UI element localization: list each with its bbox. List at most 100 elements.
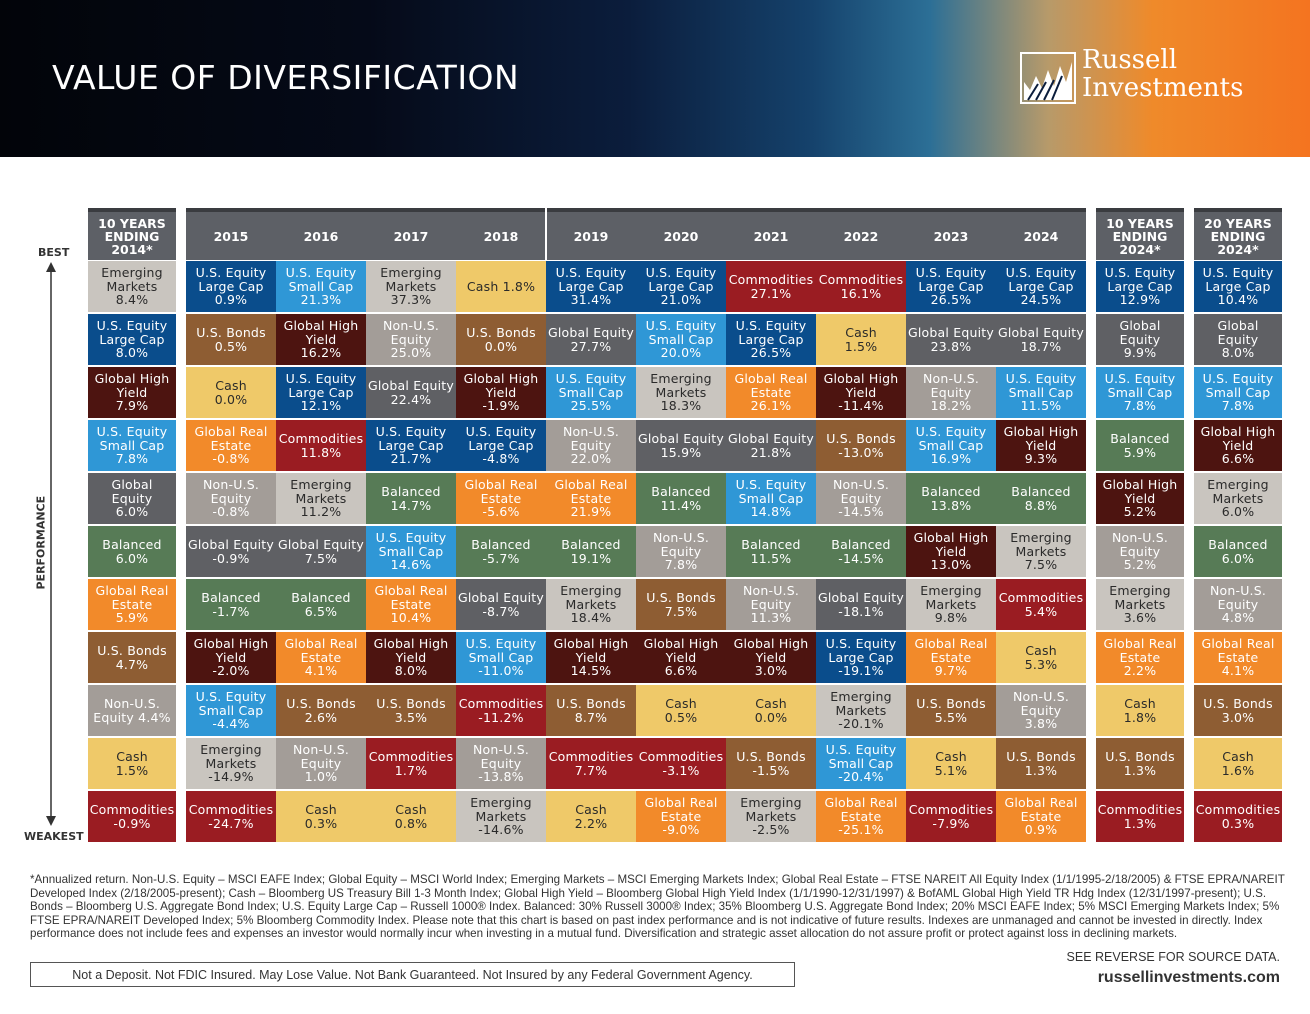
asset-label: Global Equity (188, 537, 274, 552)
asset-label: Cash (845, 325, 877, 340)
asset-cell-text: U.S. Bonds 2.6% (286, 697, 356, 724)
asset-label: Small Cap (1107, 384, 1173, 400)
asset-value: 6.0% (115, 504, 149, 520)
asset-value: 27.1% (750, 285, 792, 301)
column-header: 2019 (546, 208, 636, 260)
asset-label: U.S. Equity (96, 318, 168, 334)
asset-label: Equity (840, 490, 882, 506)
asset-value: 0.5% (214, 338, 248, 354)
asset-label: Balanced (561, 537, 621, 552)
asset-label: Balanced (1110, 431, 1170, 446)
asset-cell-text: Balanced 11.5% (741, 538, 800, 565)
asset-label: Balanced (102, 537, 162, 552)
asset-cell-text: U.S. Bonds 0.5% (196, 326, 266, 353)
asset-label: Markets (565, 596, 617, 612)
asset-cell: U.S. Equity Large Cap 26.5% (906, 261, 996, 312)
asset-cell: Non-U.S. Equity 4.4% (88, 685, 176, 736)
asset-value: 2.6% (304, 709, 338, 725)
asset-label: Non-U.S. (292, 742, 350, 758)
asset-cell-text: Global High Yield 8.0% (374, 637, 449, 678)
asset-label: U.S. Equity (915, 265, 987, 281)
asset-cell: U.S. Equity Small Cap 14.6% (366, 526, 456, 577)
asset-value: -11.0% (478, 663, 524, 679)
asset-label: Global Real (824, 795, 898, 811)
asset-value: 26.5% (930, 292, 972, 308)
asset-cell-text: Balanced 6.5% (291, 591, 350, 618)
asset-label: U.S. Equity (1104, 371, 1176, 387)
asset-cell-text: U.S. Equity Large Cap 21.7% (376, 425, 447, 466)
asset-cell-text: Global High Yield 3.0% (734, 637, 809, 678)
asset-cell: Balanced 8.8% (996, 473, 1086, 524)
asset-cell-text: Commodities -24.7% (189, 803, 274, 830)
asset-cell: Global Real Estate -9.0% (636, 791, 726, 842)
asset-cell-text: Non-U.S. Equity 5.2% (1112, 531, 1168, 572)
asset-cell-text: Commodities 1.3% (1098, 803, 1183, 830)
asset-label: Balanced (741, 537, 801, 552)
asset-label: Commodities (728, 272, 814, 287)
asset-label: Markets (925, 596, 977, 612)
asset-cell: Global Equity 8.0% (1194, 314, 1282, 365)
asset-value: 2.2% (574, 815, 608, 831)
asset-value: 1.6% (1221, 762, 1255, 778)
asset-cell: U.S. Equity Small Cap -11.0% (456, 632, 546, 683)
asset-value: -2.5% (752, 822, 790, 838)
asset-cell-text: U.S. Equity Small Cap 16.9% (916, 425, 987, 466)
asset-cell-text: Emerging Markets -2.5% (740, 796, 802, 837)
asset-label: Global High (1003, 424, 1079, 440)
asset-label: Non-U.S. (382, 318, 440, 334)
asset-value: 7.7% (574, 762, 608, 778)
asset-cell-text: Global Equity 6.0% (90, 478, 174, 519)
asset-cell: U.S. Bonds 1.3% (996, 738, 1086, 789)
asset-cell-text: Global Real Estate 9.7% (915, 637, 988, 678)
asset-cell: Global Real Estate 26.1% (726, 367, 816, 418)
asset-cell-text: U.S. Equity Large Cap 26.5% (916, 266, 987, 307)
asset-cell-text: Global Real Estate 4.1% (285, 637, 358, 678)
asset-value: 5.9% (115, 610, 149, 626)
asset-cell-text: Cash 1.6% (1222, 750, 1255, 777)
asset-cell-text: Global High Yield 9.3% (1004, 425, 1079, 466)
asset-label: Equity (480, 755, 522, 771)
asset-cell: Emerging Markets -2.5% (726, 791, 816, 842)
asset-cell: Global Real Estate -5.6% (456, 473, 546, 524)
asset-cell-text: Commodities -0.9% (90, 803, 175, 830)
asset-value: 21.8% (750, 444, 792, 460)
asset-cell: U.S. Bonds -13.0% (816, 420, 906, 471)
asset-label: Estate (570, 490, 612, 506)
axis-best-label: BEST (38, 246, 70, 259)
asset-value: -20.1% (838, 716, 884, 732)
asset-cell: U.S. Bonds 3.5% (366, 685, 456, 736)
asset-cell-text: Emerging Markets -14.9% (200, 743, 262, 784)
asset-cell: Cash 5.1% (906, 738, 996, 789)
asset-value: -5.7% (482, 550, 520, 566)
asset-cell: Cash 5.3% (996, 632, 1086, 683)
asset-cell: U.S. Equity Large Cap -19.1% (816, 632, 906, 683)
asset-cell: Global Real Estate 4.1% (276, 632, 366, 683)
asset-value: -3.1% (662, 762, 700, 778)
asset-label: Small Cap (918, 437, 984, 453)
asset-value: 9.9% (1123, 345, 1157, 361)
asset-cell: Balanced 6.0% (1194, 526, 1282, 577)
asset-value: 21.3% (300, 292, 342, 308)
asset-cell: Global Equity 6.0% (88, 473, 176, 524)
asset-label: Global Equity (728, 431, 814, 446)
asset-cell: U.S. Bonds 8.7% (546, 685, 636, 736)
column-header: 2017 (366, 208, 456, 260)
asset-cell-text: U.S. Equity Small Cap 21.3% (286, 266, 357, 307)
column-header-line: 2024* (1119, 241, 1161, 257)
asset-value: 16.9% (930, 451, 972, 467)
asset-cell: Emerging Markets 18.4% (546, 579, 636, 630)
asset-value: 14.7% (390, 497, 432, 513)
asset-label: Balanced (921, 484, 981, 499)
asset-value: 11.2% (300, 504, 342, 520)
asset-value: -19.1% (838, 663, 884, 679)
asset-label: Non-U.S. (742, 583, 800, 599)
website-link[interactable]: russellinvestments.com (1097, 969, 1280, 986)
asset-cell: Global Real Estate -25.1% (816, 791, 906, 842)
asset-cell-text: Global Real Estate 10.4% (375, 584, 448, 625)
page-title: VALUE OF DIVERSIFICATION (52, 58, 520, 97)
asset-label: Global Equity (111, 477, 153, 506)
asset-label: U.S. Bonds (556, 696, 626, 711)
asset-value: -13.0% (838, 444, 884, 460)
asset-cell-text: U.S. Equity Small Cap 7.8% (1105, 372, 1176, 413)
asset-cell: Cash 0.5% (636, 685, 726, 736)
